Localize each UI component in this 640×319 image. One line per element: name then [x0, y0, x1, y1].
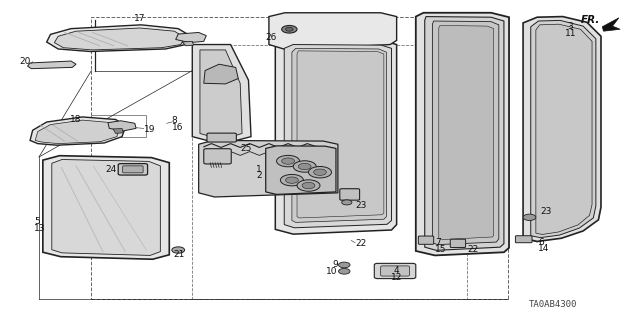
FancyBboxPatch shape [419, 236, 434, 244]
Circle shape [276, 155, 300, 167]
FancyBboxPatch shape [118, 164, 148, 175]
Text: FR.: FR. [580, 15, 600, 25]
Text: 9: 9 [332, 260, 338, 270]
Circle shape [282, 26, 297, 33]
Bar [192, 45, 467, 299]
Circle shape [282, 158, 294, 164]
Polygon shape [28, 61, 76, 69]
Polygon shape [182, 41, 193, 46]
Text: 16: 16 [172, 123, 183, 132]
Polygon shape [192, 45, 251, 144]
FancyBboxPatch shape [340, 189, 360, 200]
Text: 11: 11 [564, 29, 576, 38]
Polygon shape [266, 146, 336, 195]
Circle shape [298, 163, 311, 170]
Text: 25: 25 [241, 144, 252, 152]
FancyBboxPatch shape [451, 239, 466, 248]
Polygon shape [536, 24, 592, 234]
Polygon shape [113, 128, 124, 133]
Polygon shape [284, 45, 392, 228]
Text: 23: 23 [356, 201, 367, 210]
Text: 14: 14 [538, 244, 550, 253]
Text: 26: 26 [265, 33, 276, 42]
Polygon shape [439, 26, 493, 240]
Text: 18: 18 [70, 115, 81, 124]
Circle shape [342, 200, 352, 205]
Text: 20: 20 [20, 57, 31, 66]
FancyBboxPatch shape [374, 263, 416, 278]
Polygon shape [35, 120, 120, 144]
Text: 8: 8 [172, 116, 177, 125]
Polygon shape [425, 17, 504, 250]
Circle shape [308, 167, 332, 178]
Text: 10: 10 [326, 267, 338, 276]
Text: 1: 1 [256, 165, 262, 174]
Text: 3: 3 [568, 22, 573, 31]
FancyBboxPatch shape [123, 166, 143, 173]
Circle shape [172, 247, 184, 253]
Polygon shape [433, 21, 499, 245]
Polygon shape [602, 18, 620, 31]
Polygon shape [47, 25, 191, 51]
Polygon shape [30, 117, 126, 145]
Polygon shape [531, 20, 596, 238]
Text: 22: 22 [356, 239, 367, 248]
Circle shape [285, 27, 293, 31]
Text: 12: 12 [391, 272, 403, 281]
Polygon shape [297, 51, 384, 218]
Polygon shape [52, 160, 161, 256]
FancyBboxPatch shape [381, 266, 410, 276]
Polygon shape [204, 64, 238, 84]
Text: 2: 2 [256, 171, 262, 180]
Polygon shape [292, 48, 387, 222]
Polygon shape [523, 17, 601, 241]
Polygon shape [175, 33, 206, 43]
Circle shape [314, 169, 326, 175]
Polygon shape [54, 28, 184, 50]
Circle shape [339, 269, 350, 274]
Polygon shape [200, 50, 242, 140]
Polygon shape [269, 13, 397, 50]
Text: 22: 22 [467, 245, 478, 254]
FancyBboxPatch shape [515, 236, 532, 243]
Text: 5: 5 [34, 217, 40, 226]
Polygon shape [275, 40, 397, 234]
Circle shape [297, 180, 320, 191]
Polygon shape [416, 13, 509, 256]
FancyBboxPatch shape [207, 133, 236, 142]
FancyBboxPatch shape [204, 149, 231, 164]
Text: 17: 17 [134, 14, 146, 23]
Circle shape [339, 262, 350, 268]
Text: 23: 23 [540, 207, 552, 216]
Text: 24: 24 [106, 165, 117, 174]
Bar [92, 17, 508, 299]
Circle shape [280, 174, 303, 186]
Circle shape [285, 177, 298, 183]
Polygon shape [108, 121, 136, 131]
Text: 19: 19 [144, 124, 156, 134]
Text: 7: 7 [435, 238, 441, 247]
Circle shape [523, 214, 536, 220]
Text: 21: 21 [174, 250, 185, 259]
Bar [92, 115, 147, 137]
Text: 4: 4 [394, 265, 399, 275]
Text: 13: 13 [34, 224, 45, 233]
Text: 15: 15 [435, 245, 447, 254]
Circle shape [302, 182, 315, 189]
Text: 6: 6 [538, 238, 544, 247]
Circle shape [293, 161, 316, 172]
Polygon shape [43, 156, 170, 259]
Polygon shape [198, 140, 338, 197]
Text: TA0AB4300: TA0AB4300 [529, 300, 577, 308]
